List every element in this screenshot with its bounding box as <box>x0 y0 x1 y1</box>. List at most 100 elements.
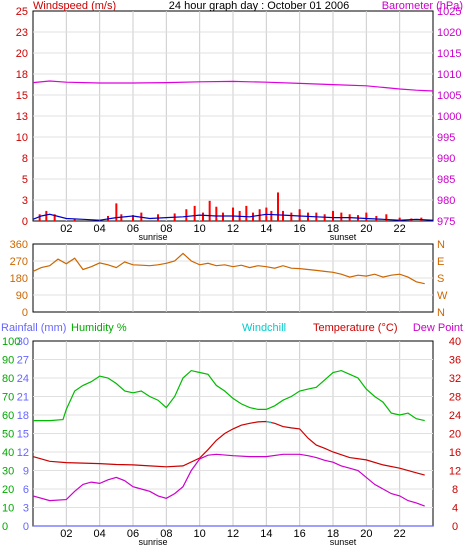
sunset-label: sunset <box>330 232 357 242</box>
y-tick-label: 1000 <box>437 111 461 123</box>
x-tick-label: 12 <box>227 528 239 540</box>
x-tick-label: 14 <box>260 223 272 235</box>
x-tick-label: 02 <box>60 528 72 540</box>
barometer-axis-label: Barometer (hPa) <box>382 0 463 12</box>
y-tick-label: 90 <box>2 355 14 367</box>
y-tick-label: 0 <box>452 521 458 533</box>
x-tick-label: 04 <box>94 223 106 235</box>
y-tick-label: 12 <box>17 447 29 459</box>
panel1-grid <box>33 11 433 221</box>
y-tick-label: 995 <box>437 132 455 144</box>
x-tick-label: 08 <box>160 223 172 235</box>
x-tick-label: 22 <box>394 528 406 540</box>
x-tick-label: 12 <box>227 223 239 235</box>
y-tick-label: 24 <box>449 410 461 422</box>
y-tick-label: 50 <box>2 429 14 441</box>
dewpoint-axis-label: Dew Point <box>413 322 463 334</box>
y-tick-label: 180 <box>10 273 28 285</box>
windspeed-axis-label: Windspeed (m/s) <box>33 0 116 12</box>
panel3-x-ticks: 02 04 06 08 10 12 14 16 18 20 22 <box>60 528 406 540</box>
y-tick-label: S <box>437 273 444 285</box>
dewpoint-line <box>32 453 425 507</box>
windchill-axis-label: Windchill <box>242 322 286 334</box>
y-tick-label: 16 <box>449 447 461 459</box>
panel2-left-ticks: 0 90 180 270 360 <box>10 239 28 319</box>
x-tick-label: 20 <box>360 528 372 540</box>
x-tick-label: 20 <box>360 223 372 235</box>
y-tick-label: 100 <box>2 336 20 348</box>
y-tick-label: 20 <box>2 484 14 496</box>
panel3-grid <box>33 341 433 526</box>
panel1-x-ticks: 02 04 06 08 10 12 14 16 18 20 22 <box>60 223 406 235</box>
sunrise-label: sunrise <box>138 232 167 242</box>
y-tick-label: 12 <box>449 466 461 478</box>
y-tick-label: 9 <box>23 466 29 478</box>
x-tick-label: 16 <box>294 528 306 540</box>
temperature-axis-label: Temperature (°C) <box>313 322 397 334</box>
rainfall-axis-label: Rainfall (mm) <box>1 322 66 334</box>
panel3-humidity-ticks: 0 10 20 30 40 50 60 70 80 90 100 <box>2 336 20 533</box>
y-tick-label: 23 <box>16 27 28 39</box>
y-tick-label: 10 <box>2 503 14 515</box>
chart-title: 24 hour graph day : October 01 2006 <box>169 0 349 12</box>
x-tick-label: 22 <box>394 223 406 235</box>
y-tick-label: 20 <box>16 48 28 60</box>
y-tick-label: 21 <box>17 392 29 404</box>
y-tick-label: 1010 <box>437 69 461 81</box>
x-tick-label: 06 <box>127 223 139 235</box>
y-tick-label: 24 <box>17 373 29 385</box>
y-tick-label: 0 <box>2 521 8 533</box>
panel3-rain-ticks: 0 3 6 9 12 15 18 21 24 27 30 <box>17 336 29 533</box>
y-tick-label: 8 <box>22 153 28 165</box>
y-tick-label: 30 <box>17 336 29 348</box>
panel1-right-ticks: 975 980 985 990 995 1000 1005 1010 1015 1020 1025 <box>437 6 461 228</box>
x-tick-label: 06 <box>127 528 139 540</box>
y-tick-label: 15 <box>17 429 29 441</box>
y-tick-label: 60 <box>2 410 14 422</box>
temperature-line <box>32 420 425 476</box>
y-tick-label: 5 <box>22 174 28 186</box>
x-tick-label: 10 <box>194 223 206 235</box>
sunset-label-bottom: sunset <box>330 537 357 547</box>
y-tick-label: 13 <box>16 111 28 123</box>
y-tick-label: 980 <box>437 195 455 207</box>
y-tick-label: 0 <box>23 521 29 533</box>
y-tick-label: W <box>437 290 448 302</box>
x-tick-label: 04 <box>94 528 106 540</box>
wind-direction-line <box>32 252 425 285</box>
y-tick-label: 18 <box>17 410 29 422</box>
y-tick-label: E <box>437 256 444 268</box>
panel3-data <box>32 369 433 527</box>
x-tick-label: 14 <box>260 528 272 540</box>
windchill-line <box>266 420 272 423</box>
x-tick-label: 18 <box>327 223 339 235</box>
x-tick-label: 08 <box>160 528 172 540</box>
humidity-axis-label: Humidity % <box>71 322 127 334</box>
y-tick-label: 985 <box>437 174 455 186</box>
y-tick-label: 270 <box>10 256 28 268</box>
x-tick-label: 18 <box>327 528 339 540</box>
panel3-temp-ticks: 0 4 8 12 16 20 24 28 32 36 40 <box>449 336 461 533</box>
panel2-data <box>32 252 425 285</box>
y-tick-label: 70 <box>2 392 14 404</box>
y-tick-label: 975 <box>437 216 455 228</box>
y-tick-label: 0 <box>22 216 28 228</box>
y-tick-label: 3 <box>22 195 28 207</box>
y-tick-label: 30 <box>2 466 14 478</box>
y-tick-label: 27 <box>17 355 29 367</box>
panel2-grid <box>33 244 433 312</box>
y-tick-label: 4 <box>452 503 458 515</box>
y-tick-label: 360 <box>10 239 28 251</box>
windspeed-line <box>32 213 434 221</box>
y-tick-label: 80 <box>2 373 14 385</box>
y-tick-label: 28 <box>449 392 461 404</box>
y-tick-label: 25 <box>16 6 28 18</box>
y-tick-label: N <box>437 307 445 319</box>
y-tick-label: 6 <box>23 484 29 496</box>
y-tick-label: 1015 <box>437 48 461 60</box>
sunrise-label-bottom: sunrise <box>138 537 167 547</box>
y-tick-label: 90 <box>16 290 28 302</box>
x-tick-label: 16 <box>294 223 306 235</box>
